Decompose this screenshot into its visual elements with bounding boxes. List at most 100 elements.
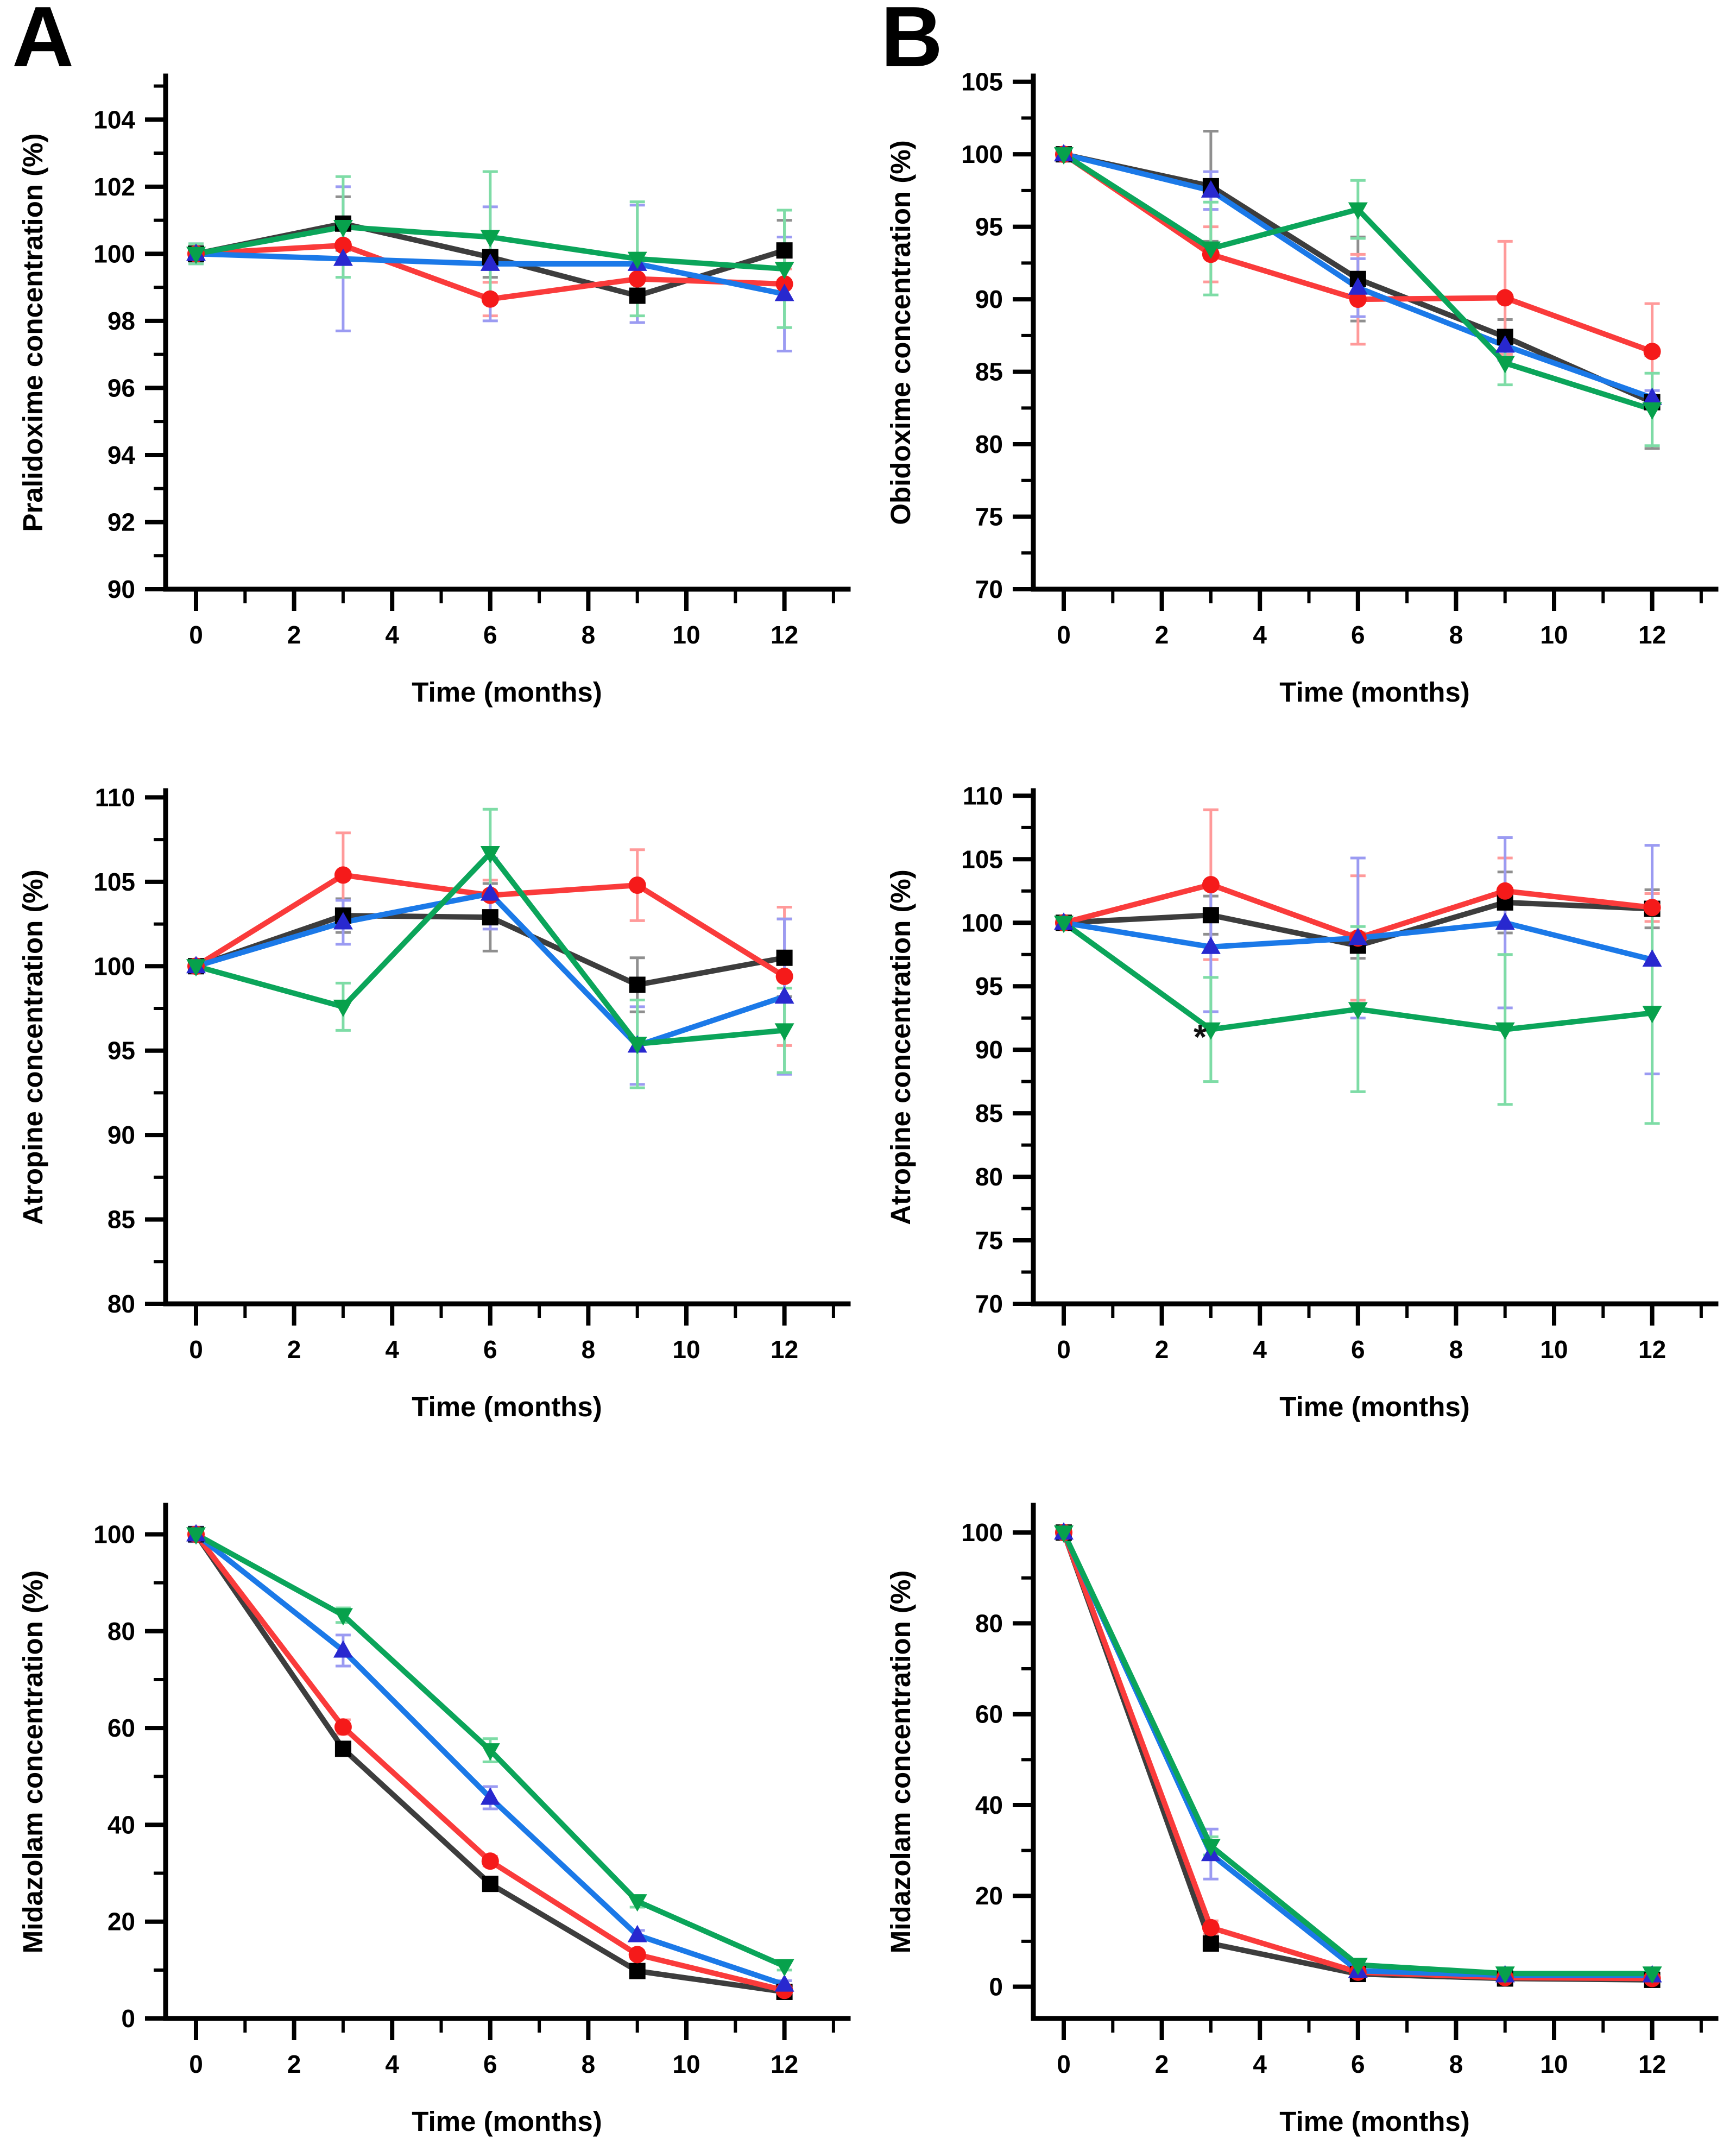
data-point-marker xyxy=(1053,1525,1074,1543)
data-point-marker xyxy=(334,866,352,884)
x-tick-label: 4 xyxy=(1253,621,1267,649)
y-tick-label: 85 xyxy=(975,1099,1003,1127)
y-tick-label: 105 xyxy=(93,868,135,896)
y-axis-ticks xyxy=(145,795,166,1306)
axes xyxy=(163,1503,851,2021)
series-markers-green-triangles-down xyxy=(186,219,794,280)
x-axis-ticks xyxy=(1061,589,1703,611)
series-markers-green-triangles-down xyxy=(1053,1525,1662,1984)
y-axis-ticks xyxy=(145,84,166,591)
axes xyxy=(1031,73,1719,592)
x-tick-label: 0 xyxy=(189,2050,203,2078)
data-point-marker xyxy=(1496,289,1514,307)
data-point-marker xyxy=(1201,241,1221,259)
x-tick-label: 2 xyxy=(287,621,301,649)
x-tick-label: 8 xyxy=(1449,621,1463,649)
data-point-marker xyxy=(186,247,206,264)
y-tick-label: 100 xyxy=(961,1518,1003,1547)
data-point-marker xyxy=(1642,949,1662,967)
x-tick-label: 4 xyxy=(385,2050,399,2078)
y-tick-label: 98 xyxy=(108,307,135,335)
x-tick-label: 8 xyxy=(1449,2050,1463,2078)
x-tick-label: 2 xyxy=(287,2050,301,2078)
y-tick-label: 0 xyxy=(121,2004,135,2033)
y-tick-label: 80 xyxy=(975,1163,1003,1191)
x-tick-label: 10 xyxy=(672,2050,700,2078)
x-tick-label: 4 xyxy=(1253,1335,1267,1364)
y-axis-title: Obidoxime concentration (%) xyxy=(885,140,916,525)
data-point-marker xyxy=(480,1743,500,1761)
x-axis-title: Time (months) xyxy=(1279,1391,1469,1422)
data-point-marker xyxy=(333,912,353,930)
x-tick-label: 6 xyxy=(1351,1335,1365,1364)
data-point-marker xyxy=(628,876,646,894)
x-tick-label: 4 xyxy=(1253,2050,1267,2078)
x-tick-label: 6 xyxy=(483,621,497,649)
y-axis-title: Pralidoxime concentration (%) xyxy=(17,134,48,532)
y-tick-label: 104 xyxy=(93,105,135,134)
y-tick-label: 102 xyxy=(93,173,135,201)
data-point-marker xyxy=(774,262,794,280)
data-point-marker xyxy=(1642,387,1662,405)
data-point-marker xyxy=(627,251,647,269)
x-axis-ticks xyxy=(193,2018,835,2040)
data-point-marker xyxy=(1348,277,1368,295)
data-point-marker xyxy=(1349,291,1367,308)
data-point-marker xyxy=(774,1959,794,1977)
data-point-marker xyxy=(186,959,206,977)
x-tick-label: 12 xyxy=(771,1335,798,1364)
data-point-marker xyxy=(481,290,499,308)
y-tick-label: 85 xyxy=(108,1206,135,1234)
series-line-red-circles xyxy=(1061,1531,1652,1982)
y-tick-label: 60 xyxy=(108,1714,135,1742)
axes xyxy=(163,73,851,592)
chart-atropine-b: 70 75 80 85 90 95 100 105 110 0 2 4 6 8 10 12 Time (mont… xyxy=(885,781,1719,1422)
x-tick-label: 8 xyxy=(582,621,596,649)
axes xyxy=(163,788,851,1307)
x-tick-label: 10 xyxy=(1540,2050,1568,2078)
data-point-marker xyxy=(333,248,353,266)
chart-cell-atropine-b: 70 75 80 85 90 95 100 105 110 0 2 4 6 8 10 12 Time (mont… xyxy=(868,715,1735,1429)
data-point-marker xyxy=(627,1925,647,1942)
data-point-marker xyxy=(333,1608,353,1626)
x-axis-ticks xyxy=(1061,1304,1703,1326)
x-tick-label: 0 xyxy=(1057,1335,1071,1364)
x-axis-ticks xyxy=(1061,2018,1703,2040)
data-point-marker xyxy=(1201,936,1221,954)
data-point-marker xyxy=(482,1876,498,1892)
y-tick-label: 95 xyxy=(975,972,1003,1000)
data-point-marker xyxy=(1348,1958,1368,1976)
y-tick-label: 90 xyxy=(975,1036,1003,1064)
x-tick-label: 2 xyxy=(287,1335,301,1364)
x-tick-label: 0 xyxy=(189,621,203,649)
y-tick-label: 110 xyxy=(95,783,135,811)
y-tick-label: 40 xyxy=(975,1791,1003,1819)
data-point-marker xyxy=(1642,1966,1662,1984)
y-tick-label: 60 xyxy=(975,1700,1003,1728)
data-point-marker xyxy=(628,1946,646,1964)
axes xyxy=(1031,1503,1719,2021)
data-point-marker xyxy=(1202,876,1220,894)
data-point-marker xyxy=(774,986,794,1004)
y-axis-title: Midazolam concentration (%) xyxy=(885,1570,916,1954)
data-point-marker xyxy=(627,1037,647,1055)
y-tick-label: 40 xyxy=(108,1810,135,1839)
data-point-marker xyxy=(775,967,793,985)
data-point-marker xyxy=(774,283,794,301)
x-axis-title: Time (months) xyxy=(412,2106,602,2137)
chart-cell-atropine-a: 80 85 90 95 100 105 110 0 2 4 6 8 10 12 Time (months) A… xyxy=(0,715,868,1429)
x-tick-label: 0 xyxy=(1057,2050,1071,2078)
y-tick-label: 100 xyxy=(93,239,135,268)
data-point-marker xyxy=(1642,402,1662,420)
x-tick-label: 10 xyxy=(672,1335,700,1364)
data-point-marker xyxy=(334,236,352,254)
chart-obidoxime-b: 70 75 80 85 90 95 100 105 0 2 4 6 8 10 12 Time (months)… xyxy=(885,68,1719,708)
data-point-marker xyxy=(1201,180,1221,198)
y-tick-label: 80 xyxy=(108,1290,135,1318)
data-point-marker xyxy=(776,242,793,259)
data-point-marker xyxy=(482,909,498,926)
data-point-marker xyxy=(1348,928,1368,945)
y-tick-label: 20 xyxy=(975,1882,1003,1910)
data-point-marker xyxy=(186,1527,206,1545)
